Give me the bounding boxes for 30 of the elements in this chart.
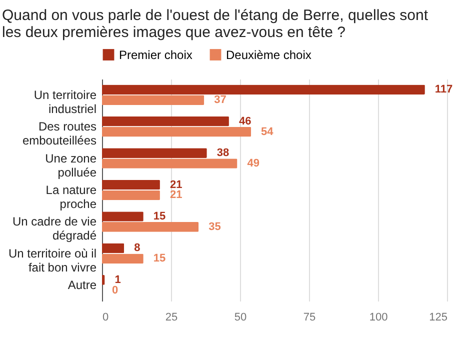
x-tick-label: 25: [165, 312, 178, 324]
x-tick-label: 50: [234, 312, 247, 324]
legend-label: Deuxième choix: [226, 48, 312, 62]
data-label: 37: [214, 94, 226, 106]
data-label: 21: [170, 178, 182, 191]
legend-label: Premier choix: [119, 48, 192, 62]
x-tick-label: 75: [303, 312, 316, 324]
y-tick-label: Un territoire où il fait bon vivre: [8, 246, 97, 274]
y-tick-label: La nature proche: [46, 183, 97, 211]
data-label: 49: [247, 158, 260, 170]
data-label: 38: [216, 147, 230, 160]
chart-title: Quand on vous parle de l'ouest de l'étang de Berre, quelles sont les deux premières images que avez-vous en tête ?: [2, 7, 429, 41]
data-label: 54: [261, 126, 274, 138]
x-tick-label: 125: [429, 312, 448, 324]
y-tick-label: Autre: [68, 278, 97, 292]
data-label: 0: [112, 284, 118, 296]
data-label: 35: [208, 220, 221, 233]
y-tick-label: Un territoire industriel: [34, 88, 97, 116]
data-label: 15: [153, 210, 166, 222]
data-label: 1: [114, 274, 121, 286]
x-tick-label: 100: [369, 312, 388, 324]
data-label: 8: [134, 242, 140, 254]
data-label: 117: [434, 84, 453, 96]
data-label: 15: [153, 252, 166, 265]
x-tick-label: 0: [102, 312, 109, 324]
y-tick-label: Une zone polluée: [45, 151, 97, 180]
data-label: 46: [238, 115, 252, 128]
data-label: 21: [170, 189, 182, 202]
y-tick-label: Des routes embouteillées: [22, 120, 96, 148]
y-tick-label: Un cadre de vie dégradé: [12, 214, 97, 243]
